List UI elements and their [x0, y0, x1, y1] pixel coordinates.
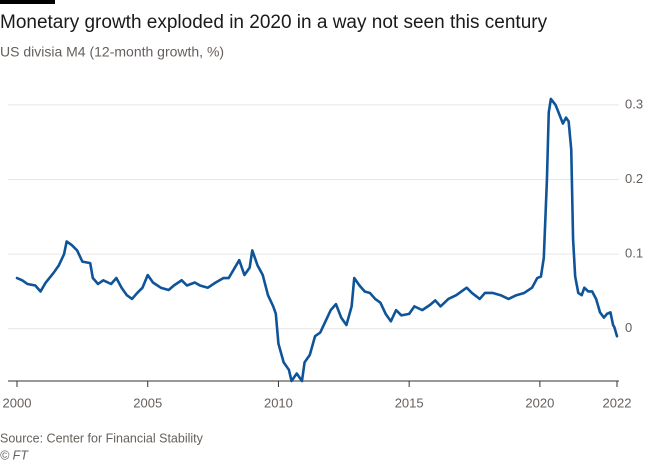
chart-subtitle: US divisia M4 (12-month growth, %): [0, 44, 224, 60]
chart-title: Monetary growth exploded in 2020 in a wa…: [0, 12, 548, 33]
x-tick-label: 2015: [395, 395, 424, 410]
x-tick-label: 2000: [3, 395, 32, 410]
y-tick-label: 0: [625, 320, 632, 335]
data-line: [15, 97, 619, 383]
source: Source: Center for Financial Stability: [0, 431, 204, 445]
x-tick-label: 2020: [525, 395, 554, 410]
y-tick-label: 0.3: [625, 96, 643, 111]
brand-bar: [0, 0, 55, 4]
y-tick-label: 0.2: [625, 171, 643, 186]
x-tick-label: 2005: [133, 395, 162, 410]
x-tick-label: 2022: [603, 395, 632, 410]
x-tick-label: 2010: [264, 395, 293, 410]
credit: © FT: [0, 448, 29, 462]
y-tick-label: 0.1: [625, 246, 643, 261]
